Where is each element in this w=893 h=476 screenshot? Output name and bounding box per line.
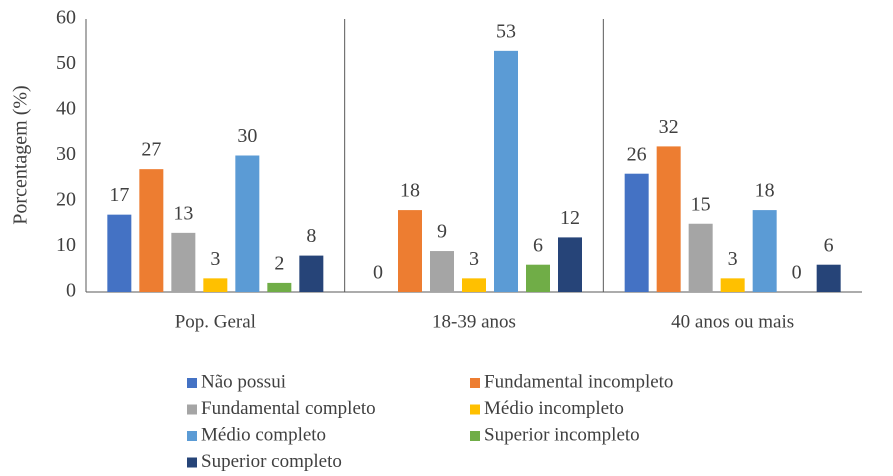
legend-swatch: [187, 457, 197, 468]
legend-swatch: [187, 378, 197, 388]
data-label: 12: [560, 207, 580, 229]
y-tick-label: 10: [56, 234, 76, 256]
legend-label: Superior completo: [201, 451, 342, 472]
data-label: 2: [274, 252, 284, 274]
bar: [624, 173, 649, 292]
y-tick-label: 60: [56, 7, 76, 29]
data-label: 32: [659, 116, 679, 138]
x-tick-label: 18-39 anos: [432, 311, 516, 332]
data-label: 13: [173, 202, 193, 224]
legend-swatch: [470, 431, 480, 441]
data-label: 3: [469, 248, 479, 270]
legend-swatch: [470, 378, 480, 388]
data-label: 17: [109, 184, 129, 206]
x-tick-label: Pop. Geral: [175, 311, 256, 332]
y-tick-label: 20: [56, 189, 76, 211]
bar: [688, 223, 713, 292]
data-label: 8: [306, 225, 316, 247]
bar: [656, 146, 681, 292]
bar: [752, 210, 777, 292]
y-tick-label: 40: [56, 98, 76, 120]
legend-label: Fundamental completo: [201, 398, 376, 419]
data-label: 26: [627, 143, 647, 165]
y-tick-label: 30: [56, 143, 76, 165]
data-label: 27: [141, 139, 161, 161]
legend-label: Não possui: [201, 371, 286, 392]
data-label: 3: [210, 248, 220, 270]
bar: [267, 282, 292, 292]
legend-label: Médio completo: [201, 424, 326, 445]
data-label: 18: [400, 180, 420, 202]
legend-swatch: [187, 431, 197, 441]
x-tick-label: 40 anos ou mais: [671, 311, 794, 332]
bar: [430, 251, 454, 292]
data-label: 15: [691, 193, 711, 215]
data-label: 18: [755, 180, 775, 202]
bar: [139, 169, 164, 292]
bar: [235, 155, 260, 292]
bar: [558, 237, 582, 292]
bar: [526, 264, 550, 292]
bar: [720, 278, 745, 292]
data-label: 3: [728, 248, 738, 270]
data-label: 6: [533, 234, 543, 256]
data-label: 0: [792, 262, 802, 284]
data-label: 30: [237, 125, 257, 147]
data-label: 9: [437, 221, 447, 243]
bar: [299, 255, 324, 292]
bar: [462, 278, 486, 292]
data-label: 53: [496, 20, 516, 42]
legend-swatch: [187, 404, 197, 415]
bar: [398, 210, 422, 292]
y-tick-label: 50: [56, 52, 76, 74]
bar: [171, 232, 196, 292]
data-label: 0: [373, 262, 383, 284]
legend-swatch: [470, 404, 480, 415]
legend-label: Superior incompleto: [484, 424, 640, 445]
bar: [203, 278, 228, 292]
y-axis-label: Porcentagem (%): [10, 85, 32, 224]
bar: [107, 214, 132, 292]
legend-label: Médio incompleto: [484, 398, 624, 419]
bar: [816, 264, 841, 292]
legend-label: Fundamental incompleto: [484, 371, 673, 392]
data-label: 6: [824, 234, 834, 256]
y-tick-label: 0: [66, 280, 76, 302]
bar: [494, 50, 518, 292]
